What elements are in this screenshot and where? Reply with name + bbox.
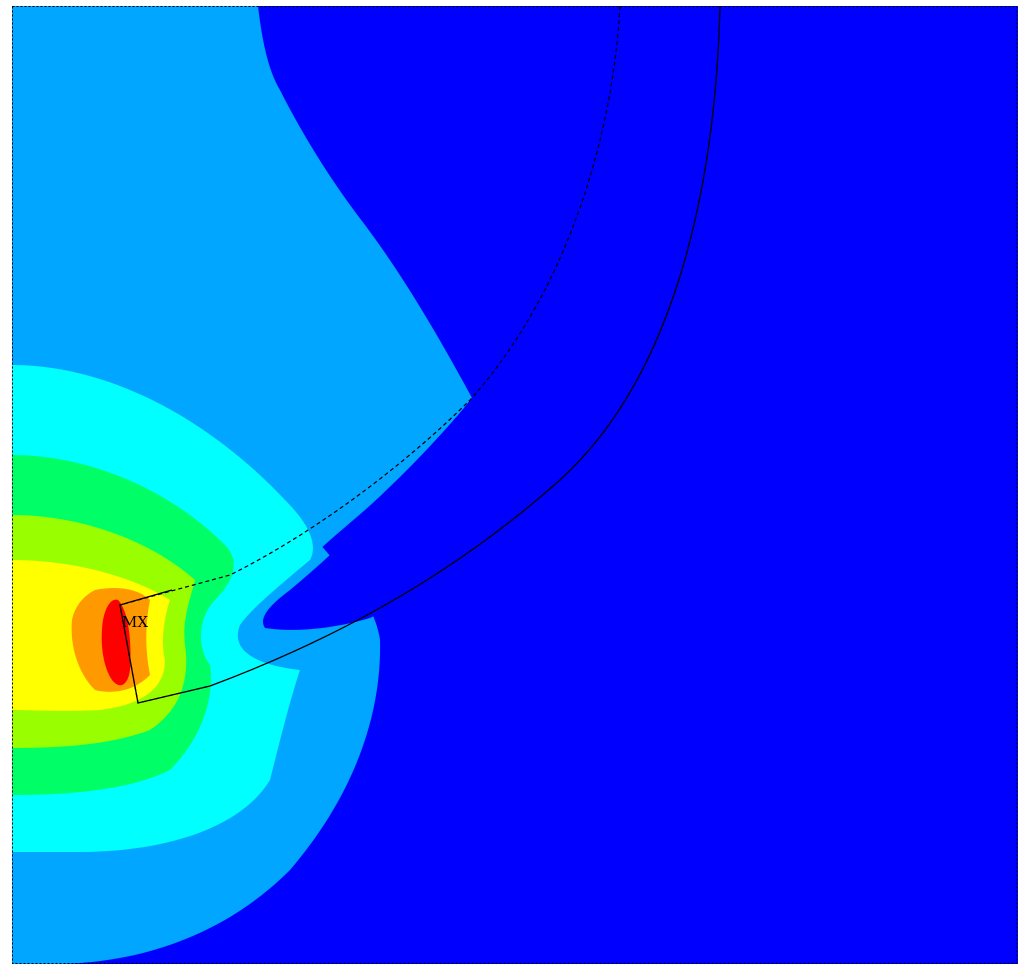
deformed-outline (119, 5, 721, 704)
deformed-member (262, 6, 720, 630)
plot-border (12, 6, 1017, 964)
undeformed-outline (119, 5, 621, 704)
max-marker-label: MX (122, 613, 148, 631)
